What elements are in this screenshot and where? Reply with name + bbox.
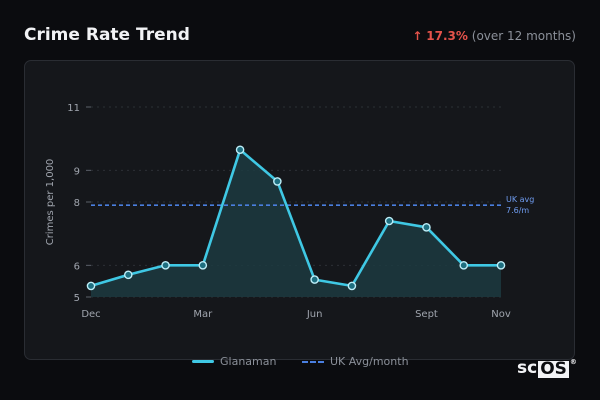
y-tick-label: 11 [67,103,80,114]
trend-up-arrow-icon: ↑ [412,29,423,43]
logo-registered-mark: ® [569,358,577,366]
data-point [123,270,133,280]
trend-change-value: 17.3% [426,29,468,43]
legend-swatch-series [192,360,214,363]
data-point [273,177,282,186]
x-tick-label: Nov [491,309,511,320]
data-point [459,261,469,270]
legend-swatch-reference [302,360,324,363]
data-point [86,281,96,291]
x-tick-label: Jun [306,309,323,320]
data-point [161,261,170,270]
trend-change-period: (over 12 months) [471,29,576,43]
chart-legend: Glanaman UK Avg/month [0,355,600,371]
logo-text-sc: sc [517,358,538,378]
legend-label-series: Glanaman [220,355,277,368]
data-point [422,223,431,232]
chart-card [24,60,575,360]
legend-item-series[interactable]: Glanaman [192,355,276,368]
y-tick-label: 5 [74,293,80,304]
trend-change-indicator: ↑ 17.3% (over 12 months) [412,29,576,43]
x-tick-label: Sept [415,309,438,320]
data-point [235,145,245,155]
reference-label-name: UK avg [506,195,534,204]
legend-label-reference: UK Avg/month [330,355,409,368]
data-point [198,261,208,270]
series-area-fill [91,149,501,297]
logo-text-os: OS [538,359,569,379]
y-tick-label: 6 [74,261,80,272]
legend-item-reference[interactable]: UK Avg/month [302,355,409,368]
data-point [347,281,357,291]
y-axis-label: Crimes per 1,000 [45,159,56,246]
scos-logo: sc OS ® [517,358,577,378]
y-tick-label: 8 [74,198,80,209]
data-point [384,216,394,226]
chart-title: Crime Rate Trend [24,25,190,45]
reference-label-value: 7.6/m [506,206,529,215]
x-tick-label: Dec [81,309,100,320]
series-line [90,148,501,288]
x-tick-label: Mar [193,309,213,320]
data-point [496,261,506,270]
data-point [310,275,319,284]
y-tick-label: 9 [74,166,80,177]
